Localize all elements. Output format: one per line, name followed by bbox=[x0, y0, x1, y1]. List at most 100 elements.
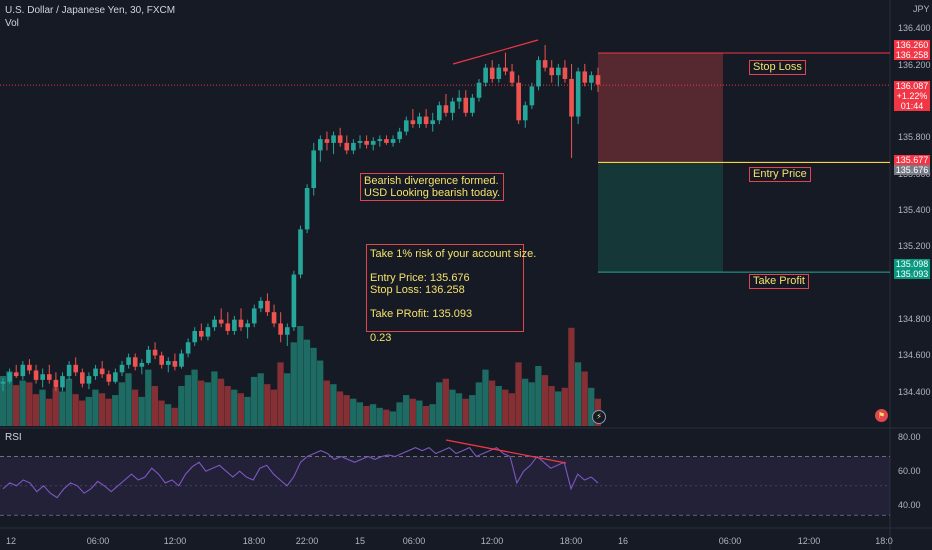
volume-bar bbox=[264, 384, 271, 426]
candle-body bbox=[463, 97, 469, 113]
volume-bar bbox=[389, 411, 397, 426]
candle-body bbox=[165, 361, 171, 365]
candle-body bbox=[225, 323, 231, 331]
volume-bar bbox=[303, 339, 311, 426]
volume-bar bbox=[98, 393, 106, 426]
candle-body bbox=[0, 381, 6, 384]
candle-body bbox=[192, 330, 198, 343]
candle-body bbox=[522, 105, 528, 121]
risk-info-box[interactable]: Take 1% risk of your account size. Entry… bbox=[366, 244, 536, 344]
time-tick: 12:00 bbox=[163, 536, 187, 546]
divergence-note[interactable]: Bearish divergence formed. USD Looking b… bbox=[360, 173, 505, 201]
candle-body bbox=[331, 135, 336, 143]
volume-bar bbox=[350, 398, 357, 426]
volume-bar bbox=[112, 395, 119, 426]
candle-body bbox=[456, 97, 462, 102]
symbol-title[interactable]: U.S. Dollar / Japanese Yen, 30, FXCM bbox=[5, 5, 176, 16]
candle-body bbox=[99, 368, 105, 375]
candle-body bbox=[496, 67, 502, 79]
candle-body bbox=[417, 116, 422, 125]
candle-body bbox=[542, 60, 548, 68]
candle-body bbox=[437, 105, 442, 121]
candle-body bbox=[595, 75, 601, 85]
candle-body bbox=[489, 67, 495, 79]
volume-bar bbox=[270, 389, 278, 426]
stop-loss-label[interactable]: Stop Loss bbox=[749, 60, 806, 75]
candle-body bbox=[146, 349, 151, 363]
candle-body bbox=[152, 349, 158, 356]
candle-body bbox=[172, 361, 178, 367]
candle-body bbox=[126, 357, 131, 365]
entry-price-label[interactable]: Entry Price bbox=[749, 167, 811, 182]
volume-bar bbox=[145, 369, 152, 426]
volume-bar bbox=[528, 382, 535, 426]
rsi-tick: 80.00 bbox=[898, 432, 921, 442]
candle-body bbox=[258, 300, 264, 309]
candle-body bbox=[318, 139, 323, 151]
volume-bar bbox=[462, 398, 469, 426]
take-profit-label[interactable]: Take Profit bbox=[749, 274, 809, 289]
info-line: Take PRofit: 135.093 bbox=[370, 308, 473, 320]
candle-body bbox=[384, 139, 389, 143]
volume-bar bbox=[574, 362, 582, 426]
volume-bar bbox=[6, 371, 13, 426]
candle-body bbox=[66, 364, 72, 377]
stop-price-top: 136.260 bbox=[895, 40, 929, 50]
lightning-icon[interactable]: ⚡ bbox=[592, 410, 606, 424]
candle-body bbox=[575, 71, 581, 117]
candle-body bbox=[33, 370, 39, 380]
info-line: Stop Loss: 136.258 bbox=[370, 284, 465, 296]
volume-bar bbox=[369, 404, 377, 426]
candle-body bbox=[251, 308, 257, 324]
candle-body bbox=[324, 139, 330, 143]
volume-bar bbox=[521, 378, 529, 426]
volume-bar bbox=[475, 382, 483, 426]
volume-bar bbox=[250, 376, 258, 426]
volume-bar bbox=[416, 400, 423, 426]
candle-body bbox=[113, 372, 118, 382]
candle-body bbox=[410, 120, 416, 125]
volume-bar bbox=[52, 387, 59, 426]
candle-body bbox=[159, 355, 164, 365]
volume-bar bbox=[402, 395, 410, 426]
rsi-label[interactable]: RSI bbox=[5, 432, 22, 443]
time-tick: 12:00 bbox=[480, 536, 504, 546]
volume-bar bbox=[277, 362, 284, 426]
flag-icon[interactable]: ⚑ bbox=[875, 409, 888, 422]
volume-bar bbox=[409, 398, 416, 426]
volume-bar bbox=[244, 396, 251, 426]
volume-bar bbox=[118, 382, 126, 426]
volume-bar bbox=[429, 404, 436, 426]
volume-bar bbox=[363, 406, 370, 426]
volume-bar bbox=[336, 391, 344, 426]
volume-bar bbox=[422, 406, 430, 426]
candle-body bbox=[218, 319, 224, 324]
volume-bar bbox=[204, 382, 211, 426]
volume-label[interactable]: Vol bbox=[5, 18, 19, 29]
candle-body bbox=[476, 82, 482, 98]
volume-bar bbox=[555, 391, 562, 426]
volume-bar bbox=[449, 389, 456, 426]
candle-body bbox=[344, 142, 350, 151]
volume-bar bbox=[158, 400, 165, 426]
volume-bar bbox=[581, 371, 588, 426]
candle-body bbox=[377, 139, 383, 142]
candle-body bbox=[357, 141, 363, 143]
candle-body bbox=[284, 327, 290, 335]
volume-bar bbox=[502, 389, 509, 426]
price-tick: 135.200 bbox=[898, 241, 931, 251]
info-line: Entry Price: 135.676 bbox=[370, 272, 470, 284]
candle-body bbox=[245, 323, 250, 328]
volume-bar bbox=[561, 387, 568, 426]
volume-bar bbox=[39, 389, 46, 426]
candle-body bbox=[40, 374, 45, 380]
candle-body bbox=[291, 274, 297, 328]
volume-bar bbox=[515, 362, 522, 426]
candle-body bbox=[86, 376, 92, 384]
volume-bar bbox=[105, 398, 112, 426]
time-tick: 15 bbox=[354, 536, 366, 546]
volume-bar bbox=[317, 360, 324, 426]
volume-bar bbox=[290, 342, 297, 426]
time-tick: 22:00 bbox=[295, 536, 319, 546]
